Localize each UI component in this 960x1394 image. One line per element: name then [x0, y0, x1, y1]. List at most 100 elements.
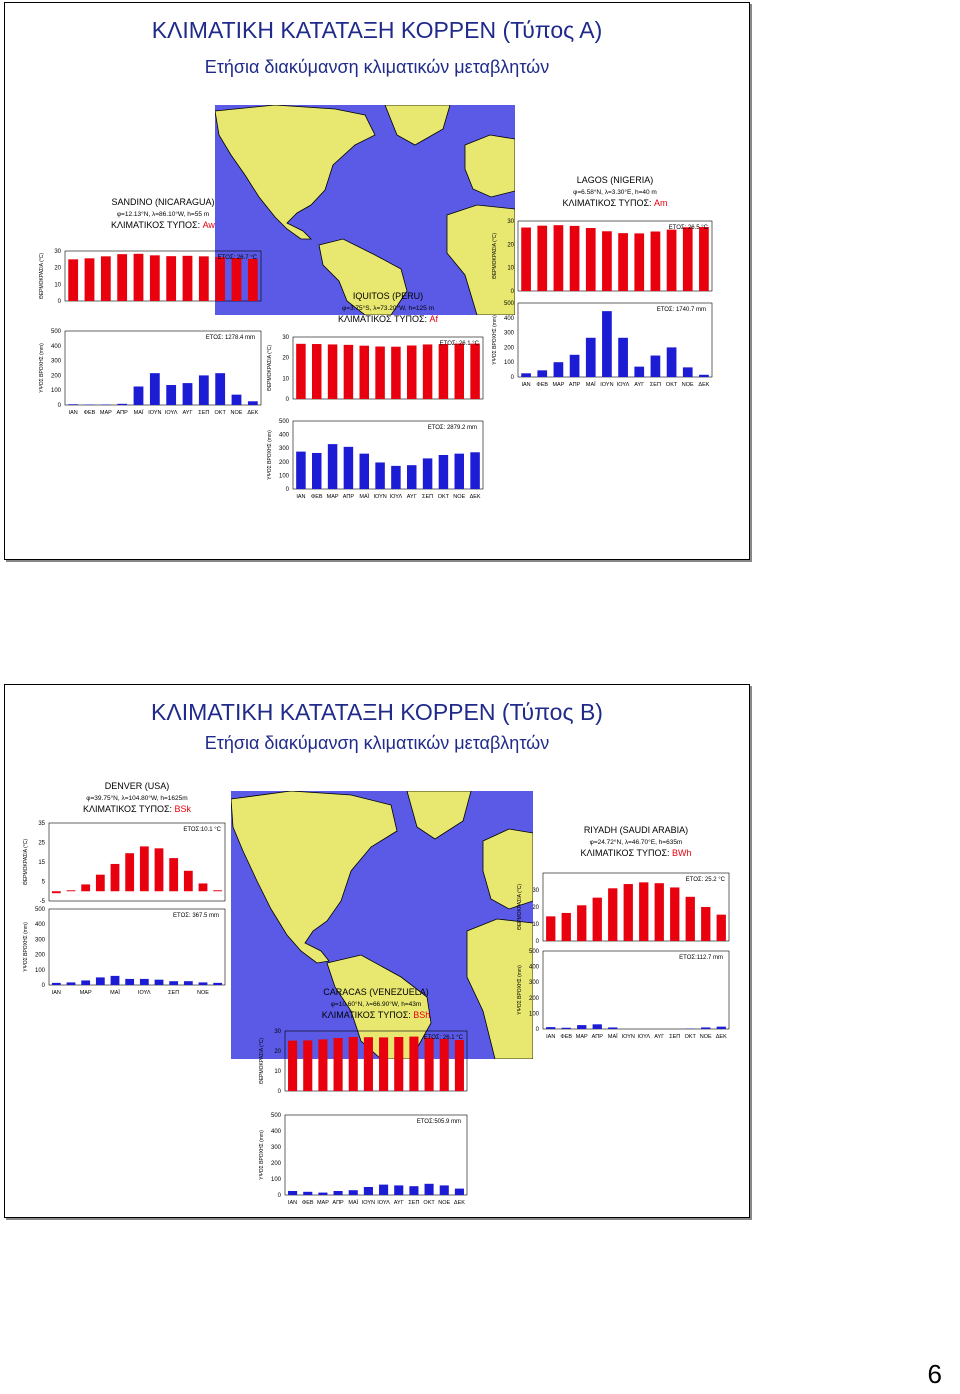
precipitation-bar [407, 465, 417, 489]
precipitation-bar [666, 347, 677, 377]
month-label: ΔΕΚ [716, 1034, 727, 1040]
temperature-tick-label: 10 [282, 376, 289, 382]
temperature-bar [407, 345, 417, 399]
month-label: ΦΕΒ [536, 382, 548, 388]
temperature-bar [125, 853, 135, 892]
station-coords: φ=39.75°N, λ=104.80°W, h=1625m [86, 794, 187, 802]
temperature-bar [701, 907, 711, 941]
month-label: ΑΥΓ [183, 410, 193, 416]
precipitation-plot-frame [284, 1114, 468, 1196]
month-label: ΜΑΡ [327, 494, 339, 500]
month-label: ΜΑΡ [317, 1200, 329, 1206]
precipitation-tick-label: 300 [529, 980, 540, 986]
slide-type-b: ΚΛΙΜΑΤΙΚΗ ΚΑΤΑΤΑΞΗ ΚΟΡΡΕΝ (Τύπος Β) Ετήσ… [4, 684, 750, 1218]
temperature-bar [602, 231, 612, 291]
month-label: ΜΑΡ [80, 990, 92, 996]
month-label: ΙΟΥΝ [373, 494, 386, 500]
month-label: ΑΠΡ [332, 1200, 344, 1206]
month-label: ΙΑΝ [546, 1034, 555, 1040]
month-label: ΙΟΥΛ [165, 410, 178, 416]
precipitation-tick-label: 400 [279, 433, 290, 439]
month-label: ΝΟΕ [682, 382, 694, 388]
precipitation-bar [363, 1187, 373, 1195]
precipitation-bar [125, 978, 135, 985]
precipitation-bar [198, 375, 209, 405]
climate-type-code: BWh [672, 848, 692, 858]
temperature-tick-label: 10 [507, 266, 514, 272]
temperature-bar [618, 233, 628, 291]
month-label: ΙΑΝ [521, 382, 530, 388]
precipitation-bar [577, 1025, 587, 1029]
month-label: ΟΚΤ [215, 410, 227, 416]
precipitation-tick-label: 100 [35, 968, 46, 974]
climate-type-label: ΚΛΙΜΑΤΙΚΟΣ ΤΥΠΟΣ: [83, 804, 175, 814]
month-label: ΦΕΒ [84, 410, 96, 416]
temperature-axis-label: ΘΕΡΜΟΚΡΑΣΙΑ (°C) [259, 1038, 265, 1084]
precipitation-tick-label: 0 [42, 983, 46, 989]
temperature-axis-label: ΘΕΡΜΟΚΡΑΣΙΑ (°C) [267, 345, 273, 391]
land-africa [466, 918, 533, 1059]
precipitation-tick-label: 500 [504, 301, 515, 307]
temperature-annual: ΕΤΟΣ: 26.5 °C [669, 225, 709, 231]
precipitation-annual: ΕΤΟΣ: 1740.7 mm [657, 307, 706, 313]
climate-type-line: ΚΛΙΜΑΤΙΚΟΣ ΤΥΠΟΣ: Am [562, 198, 667, 208]
temperature-bar [569, 225, 580, 291]
precipitation-bar [333, 1191, 343, 1195]
temperature-bar [521, 227, 531, 291]
precipitation-bar [117, 403, 128, 405]
precipitation-bar [95, 977, 105, 985]
page-number: 6 [927, 1359, 942, 1389]
month-label: ΙΟΥΝ [362, 1200, 375, 1206]
precipitation-bar [68, 404, 79, 405]
slide-title: ΚΛΙΜΑΤΙΚΗ ΚΑΤΑΤΑΞΗ ΚΟΡΡΕΝ (Τύπος Β) [151, 699, 603, 725]
precipitation-bar [553, 362, 564, 377]
precipitation-tick-label: 0 [286, 487, 290, 493]
temperature-bar [470, 343, 480, 399]
month-label: ΟΚΤ [685, 1034, 697, 1040]
month-label: ΣΕΠ [198, 410, 209, 416]
precipitation-tick-label: 500 [35, 907, 46, 913]
month-label: ΝΟΕ [453, 494, 465, 500]
climate-chart: LAGOS (NIGERIA) φ=6.58°N, λ=3.30°E, h=40 … [492, 175, 713, 388]
land-greenland [384, 105, 451, 146]
month-label: ΜΑΪ [134, 409, 144, 416]
month-label: ΙΑΝ [296, 494, 305, 500]
temperature-bar [375, 346, 385, 399]
precipitation-bar [422, 458, 433, 489]
precipitation-bar [198, 982, 208, 985]
temperature-annual: ΕΤΟΣ: 26.1 °C [440, 341, 480, 347]
climate-type-label: ΚΛΙΜΑΤΙΚΟΣ ΤΥΠΟΣ: [111, 220, 203, 230]
precipitation-bar [133, 386, 144, 405]
temperature-bar [154, 848, 164, 892]
temperature-bar [215, 257, 226, 301]
precipitation-tick-label: 0 [58, 403, 62, 409]
precipitation-tick-label: 400 [529, 965, 540, 971]
precipitation-bar [327, 444, 338, 489]
precipitation-bar [247, 401, 258, 405]
station-name: DENVER (USA) [105, 781, 170, 791]
month-label: ΙΑΝ [288, 1200, 297, 1206]
month-label: ΙΑΝ [69, 410, 78, 416]
precipitation-bar [343, 446, 354, 489]
precipitation-axis-label: ΥΨΟΣ ΒΡΟΧΗΣ (mm) [39, 343, 45, 393]
temperature-bar [51, 891, 61, 894]
temperature-tick-label: 25 [38, 841, 45, 847]
temperature-annual: ΕΤΟΣ:10.1 °C [183, 827, 221, 833]
precipitation-bar [521, 373, 531, 377]
month-label: ΜΑΡ [552, 382, 564, 388]
station-coords: φ=24.72°N, λ=46.70°E, h=635m [590, 838, 683, 846]
precipitation-bar [288, 1191, 298, 1195]
temperature-bar [561, 912, 571, 941]
temperature-tick-label: 20 [282, 356, 289, 362]
month-label: ΔΕΚ [470, 494, 481, 500]
temperature-tick-label: 0 [286, 397, 290, 403]
station-name: RIYADH (SAUDI ARABIA) [584, 825, 688, 835]
precipitation-bar [454, 1188, 464, 1195]
temperature-bar [682, 227, 693, 291]
temperature-tick-label: 0 [536, 939, 540, 945]
temperature-bar [68, 259, 79, 301]
climate-type-label: ΚΛΙΜΑΤΙΚΟΣ ΤΥΠΟΣ: [562, 198, 654, 208]
temperature-bar [296, 343, 306, 399]
month-label: ΜΑΪ [348, 1199, 358, 1206]
temperature-bar [394, 1037, 404, 1091]
